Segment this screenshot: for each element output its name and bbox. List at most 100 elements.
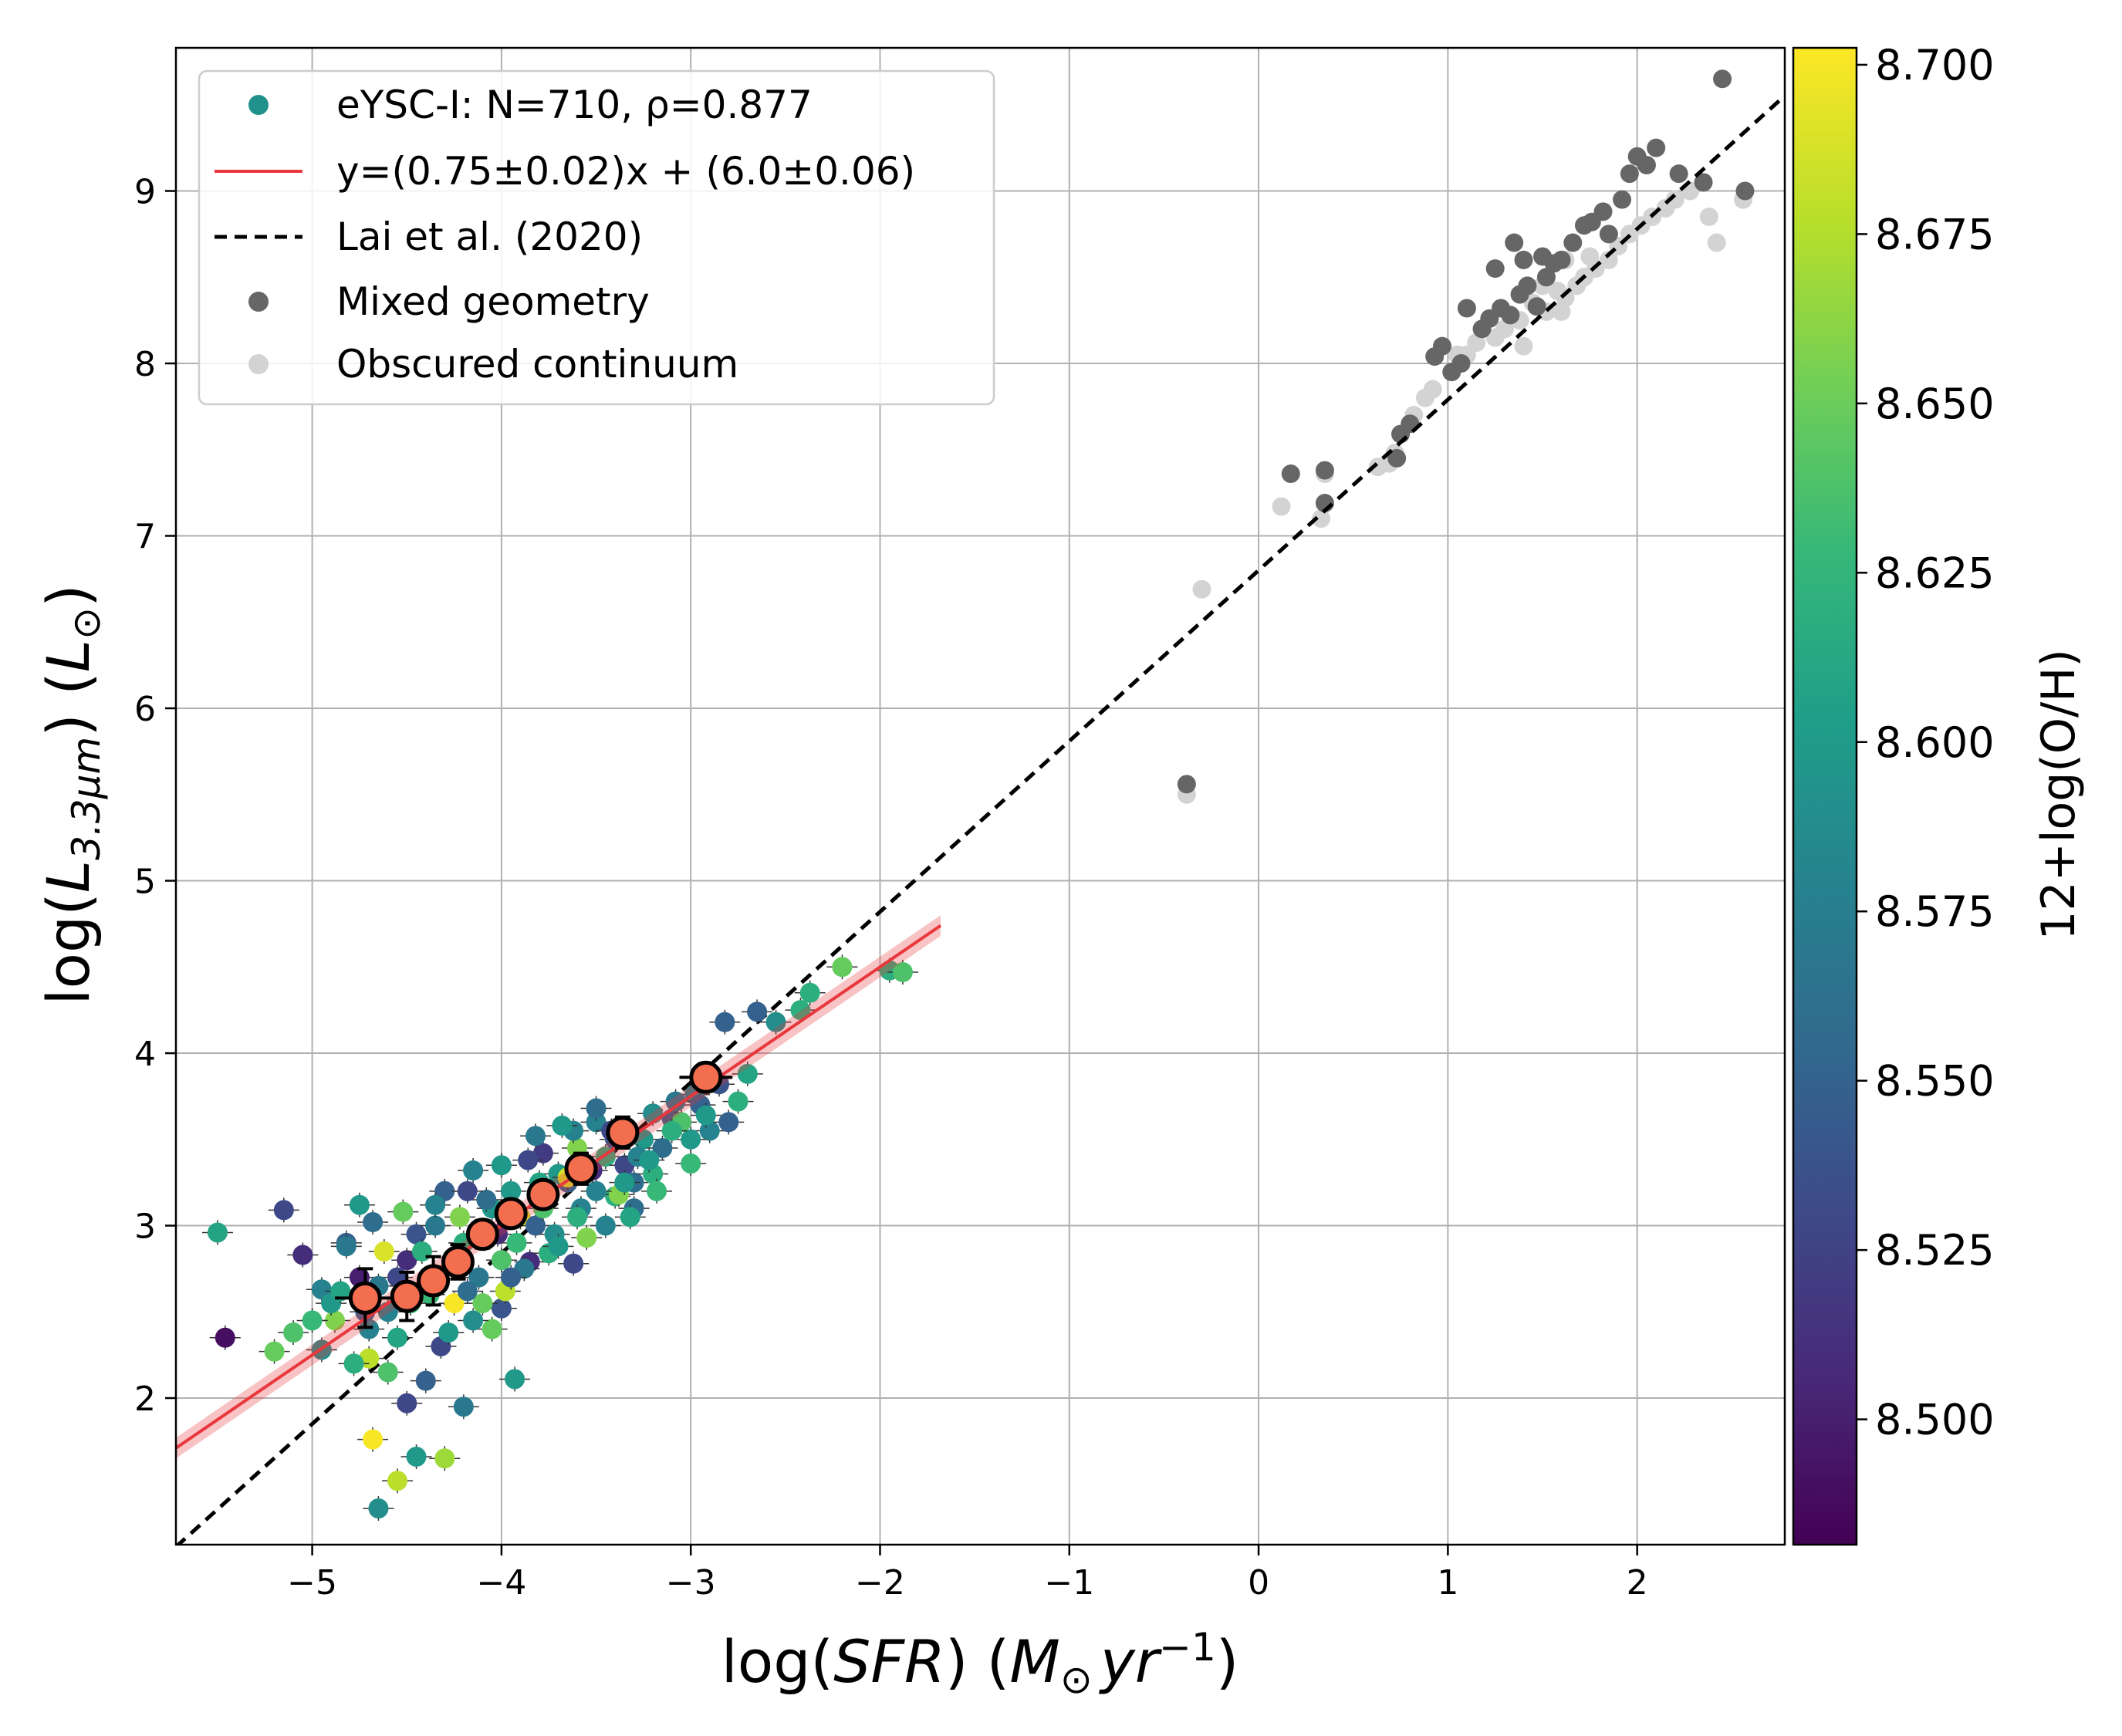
eysc-point: [765, 1012, 786, 1032]
eysc-point: [647, 1180, 667, 1201]
mixed-point: [1620, 164, 1639, 184]
eysc-point: [832, 957, 853, 978]
obscured-point: [1312, 509, 1331, 529]
legend-marker-obscured: [248, 354, 269, 374]
eysc-point: [505, 1369, 525, 1390]
eysc-point: [444, 1293, 465, 1314]
x-tick-label: −1: [1044, 1563, 1094, 1603]
eysc-point: [506, 1232, 527, 1253]
colorbar-tick-label: 8.675: [1875, 210, 1995, 258]
colorbar-label: 12+log(O/H): [2032, 649, 2086, 940]
eysc-point: [363, 1212, 384, 1233]
eysc-point: [425, 1215, 446, 1236]
binned-means-series: [335, 1060, 733, 1329]
bin-point: [441, 1245, 475, 1278]
eysc-point: [614, 1172, 635, 1193]
y-tick-label: 4: [134, 1035, 156, 1074]
eysc-point: [476, 1189, 497, 1210]
fit-line: [176, 924, 942, 1450]
eysc-point: [472, 1293, 493, 1314]
eysc-point: [387, 1471, 407, 1491]
y-tick-label: 7: [134, 518, 156, 557]
eysc-point: [501, 1267, 522, 1288]
colorbar-gradient: [1792, 46, 1858, 1546]
mixed-point: [1599, 225, 1618, 244]
eysc-point: [397, 1250, 417, 1271]
legend-label-fit: y=(0.75±0.02)x + (6.0±0.06): [336, 149, 915, 194]
y-tick-label: 9: [134, 173, 156, 212]
x-tick-label: 0: [1248, 1563, 1269, 1603]
x-tick-label: 1: [1437, 1563, 1458, 1603]
eysc-point: [681, 1129, 701, 1150]
mixed-point: [1669, 164, 1688, 184]
mixed-point: [1536, 268, 1556, 287]
mixed-point: [1533, 247, 1553, 266]
bin-point: [689, 1060, 723, 1094]
mixed-point: [1281, 464, 1300, 484]
mixed-point: [1315, 461, 1334, 480]
colorbar-tick-label: 8.500: [1875, 1396, 1995, 1444]
bin-point: [390, 1279, 424, 1313]
eysc-point: [681, 1153, 701, 1174]
mixed-point: [1694, 173, 1713, 192]
eysc-point: [586, 1098, 607, 1119]
eysc-point: [747, 1001, 768, 1022]
mixed-point: [1735, 181, 1755, 201]
eysc-point: [491, 1298, 512, 1319]
eysc-point: [468, 1267, 489, 1288]
obscured-point: [1192, 579, 1211, 599]
eysc-point: [283, 1322, 304, 1343]
eysc-point: [790, 1000, 811, 1021]
eysc-point: [215, 1327, 235, 1348]
obscured-continuum-series: [1177, 181, 1753, 804]
mixed-point: [1563, 233, 1583, 252]
x-axis-ticks: −5 −4 −3 −2 −1 0 1 2: [287, 1545, 1648, 1603]
eysc-point: [892, 961, 913, 982]
eysc-point: [425, 1194, 446, 1215]
eysc-point: [207, 1222, 228, 1243]
eysc-point: [373, 1241, 394, 1262]
colorbar-tick-label: 8.650: [1875, 380, 1995, 428]
colorbar-tick-label: 8.525: [1875, 1226, 1995, 1275]
bin-point: [494, 1197, 528, 1231]
eysc-point: [406, 1224, 427, 1245]
eysc-point: [501, 1180, 522, 1201]
obscured-point: [1272, 497, 1291, 516]
eysc-point: [586, 1180, 607, 1201]
eysc-point: [330, 1281, 351, 1302]
mixed-geometry-series: [1177, 69, 1755, 794]
obscured-point: [1423, 380, 1442, 399]
eysc-point: [620, 1207, 640, 1228]
eysc-point: [463, 1160, 484, 1180]
eysc-point: [737, 1063, 758, 1084]
eysc-point: [799, 982, 820, 1003]
eysc-point: [665, 1091, 686, 1112]
eysc-point: [652, 1137, 673, 1158]
eysc-point: [595, 1215, 616, 1236]
mixed-point: [1647, 138, 1666, 157]
bin-point: [348, 1281, 382, 1315]
eysc-point: [548, 1236, 569, 1257]
eysc-point: [411, 1241, 432, 1262]
eysc-point: [434, 1448, 455, 1469]
y-axis-ticks: 2 3 4 5 6 7 8 9: [134, 173, 176, 1419]
eysc-point: [438, 1322, 459, 1343]
x-tick-label: −3: [666, 1563, 716, 1603]
eysc-point: [552, 1115, 573, 1136]
grid-lines: [176, 48, 1785, 1545]
legend: eYSC-I: N=710, ρ=0.877 y=(0.75±0.02)x + …: [198, 69, 995, 406]
mixed-point: [1713, 69, 1732, 89]
legend-box: [198, 69, 995, 406]
legend-label-eysc: eYSC-I: N=710, ρ=0.877: [336, 83, 813, 127]
legend-label-lai: Lai et al. (2020): [336, 214, 643, 259]
mixed-point: [1387, 448, 1407, 468]
mixed-point: [1552, 250, 1571, 269]
eysc-point: [343, 1353, 364, 1374]
plot-content: [176, 69, 1785, 1545]
eysc-point: [586, 1112, 607, 1133]
obscured-point: [1514, 336, 1533, 356]
colorbar-tick-label: 8.700: [1875, 41, 1995, 90]
colorbar-tick-label: 8.550: [1875, 1057, 1995, 1106]
eysc-point: [325, 1310, 346, 1331]
legend-label-mixed: Mixed geometry: [336, 279, 650, 324]
